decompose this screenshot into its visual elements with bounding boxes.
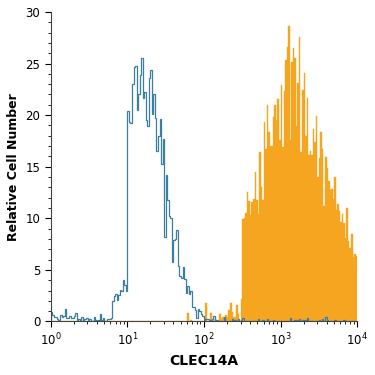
X-axis label: CLEC14A: CLEC14A (170, 354, 238, 368)
Y-axis label: Relative Cell Number: Relative Cell Number (7, 93, 20, 241)
